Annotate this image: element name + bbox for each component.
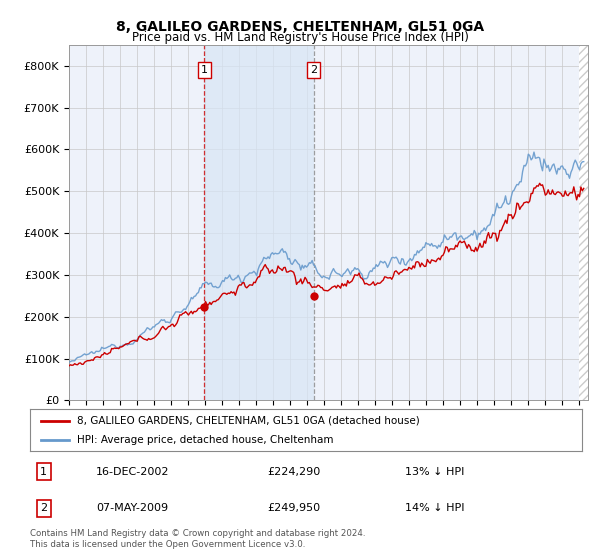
Text: 13% ↓ HPI: 13% ↓ HPI [406, 467, 465, 477]
Text: 16-DEC-2002: 16-DEC-2002 [96, 467, 170, 477]
Bar [580, 45, 588, 400]
Text: 8, GALILEO GARDENS, CHELTENHAM, GL51 0GA: 8, GALILEO GARDENS, CHELTENHAM, GL51 0GA [116, 20, 484, 34]
Text: 1: 1 [201, 65, 208, 75]
Text: 2: 2 [40, 503, 47, 513]
Text: Price paid vs. HM Land Registry's House Price Index (HPI): Price paid vs. HM Land Registry's House … [131, 31, 469, 44]
Text: £249,950: £249,950 [268, 503, 320, 513]
Text: 07-MAY-2009: 07-MAY-2009 [96, 503, 169, 513]
Text: 1: 1 [40, 467, 47, 477]
Text: 8, GALILEO GARDENS, CHELTENHAM, GL51 0GA (detached house): 8, GALILEO GARDENS, CHELTENHAM, GL51 0GA… [77, 416, 419, 426]
Text: HPI: Average price, detached house, Cheltenham: HPI: Average price, detached house, Chel… [77, 435, 334, 445]
Text: 2: 2 [310, 65, 317, 75]
Text: 14% ↓ HPI: 14% ↓ HPI [406, 503, 465, 513]
Text: £224,290: £224,290 [268, 467, 320, 477]
Text: Contains HM Land Registry data © Crown copyright and database right 2024.
This d: Contains HM Land Registry data © Crown c… [30, 529, 365, 549]
Bar [205, 45, 314, 400]
